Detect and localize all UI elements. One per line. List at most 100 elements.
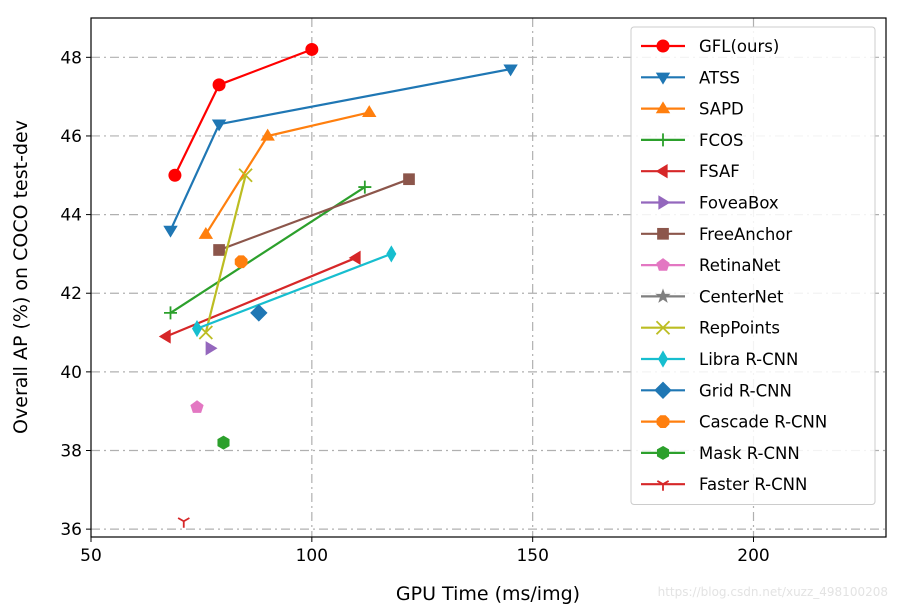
legend-label-retinanet: RetinaNet bbox=[699, 256, 781, 275]
series-line-freeanchor bbox=[218, 178, 410, 252]
y-axis-title: Overall AP (%) on COCO test-dev bbox=[10, 120, 32, 434]
legend-label-centernet: CenterNet bbox=[699, 287, 784, 306]
legend-entry-reppoints: RepPoints bbox=[641, 319, 780, 338]
legend-label-atss: ATSS bbox=[699, 68, 740, 87]
data-point-fsaf bbox=[158, 329, 171, 344]
series-libra-r-cnn bbox=[191, 245, 397, 338]
legend-entry-fcos: FCOS bbox=[641, 131, 743, 150]
series-centernet bbox=[893, 165, 897, 315]
y-tick-label: 48 bbox=[60, 48, 82, 68]
data-point-fcos bbox=[358, 180, 372, 194]
legend-marker-sapd bbox=[655, 101, 671, 114]
series-foveabox bbox=[205, 341, 218, 356]
y-tick-label: 36 bbox=[60, 520, 82, 540]
data-point-cascade-r-cnn bbox=[234, 255, 248, 269]
series-line-reppoints bbox=[204, 175, 247, 333]
legend-marker-grid-r-cnn bbox=[654, 381, 672, 399]
data-point-retinanet bbox=[190, 400, 204, 413]
data-point-fsaf bbox=[348, 250, 361, 266]
series-line-libra-r-cnn bbox=[196, 252, 392, 330]
legend-label-freeanchor: FreeAnchor bbox=[699, 225, 792, 244]
x-axis-title: GPU Time (ms/img) bbox=[396, 583, 580, 605]
x-tick-label: 100 bbox=[296, 546, 328, 566]
series-faster-r-cnn bbox=[177, 517, 190, 528]
legend-entry-libra-r-cnn: Libra R-CNN bbox=[641, 350, 798, 369]
legend-marker-foveabox bbox=[658, 195, 671, 210]
legend-label-fsaf: FSAF bbox=[699, 162, 740, 181]
data-point-atss bbox=[163, 225, 178, 238]
legend-label-cascade-r-cnn: Cascade R-CNN bbox=[699, 413, 827, 432]
legend-marker-reppoints bbox=[655, 320, 671, 335]
legend-label-foveabox: FoveaBox bbox=[699, 194, 779, 213]
data-point-atss bbox=[211, 119, 227, 132]
legend-entry-atss: ATSS bbox=[641, 68, 740, 87]
plot-frame bbox=[90, 17, 887, 538]
legend-marker-freeanchor bbox=[657, 227, 669, 240]
data-point-freeanchor bbox=[403, 173, 415, 186]
data-point-faster-r-cnn bbox=[177, 517, 190, 528]
legend-marker-gfl-ours bbox=[656, 39, 670, 53]
legend-entry-grid-r-cnn: Grid R-CNN bbox=[641, 381, 792, 400]
legend-label-grid-r-cnn: Grid R-CNN bbox=[699, 381, 792, 400]
data-point-gfl-ours bbox=[212, 78, 226, 92]
data-point-sapd bbox=[198, 226, 214, 239]
legend-marker-faster-r-cnn bbox=[656, 480, 670, 491]
legend-marker-cascade-r-cnn bbox=[656, 415, 670, 429]
legend-entry-foveabox: FoveaBox bbox=[641, 194, 779, 213]
legend-label-mask-r-cnn: Mask R-CNN bbox=[699, 444, 800, 463]
legend-entry-mask-r-cnn: Mask R-CNN bbox=[641, 444, 800, 463]
series-mask-r-cnn bbox=[217, 435, 230, 450]
series-grid-r-cnn bbox=[250, 304, 268, 322]
y-tick-label: 44 bbox=[60, 206, 82, 226]
series-sapd bbox=[198, 105, 377, 239]
data-point-fcos bbox=[164, 306, 177, 320]
legend-label-sapd: SAPD bbox=[699, 100, 744, 119]
legend-entry-retinanet: RetinaNet bbox=[641, 256, 781, 275]
data-point-freeanchor bbox=[213, 244, 225, 256]
legend-marker-mask-r-cnn bbox=[656, 445, 670, 460]
legend-label-fcos: FCOS bbox=[699, 131, 743, 150]
legend-marker-fsaf bbox=[655, 163, 668, 179]
legend-entry-freeanchor: FreeAnchor bbox=[641, 225, 792, 244]
series-reppoints bbox=[198, 168, 253, 340]
legend-marker-atss bbox=[655, 72, 671, 85]
legend-label-gfl-ours: GFL(ours) bbox=[699, 37, 779, 56]
series-cascade-r-cnn bbox=[234, 255, 248, 269]
legend-marker-centernet bbox=[655, 288, 671, 303]
x-tick-label: 150 bbox=[516, 546, 548, 566]
data-point-grid-r-cnn bbox=[250, 304, 268, 322]
legend-frame bbox=[630, 26, 876, 505]
y-tick-label: 46 bbox=[60, 127, 82, 147]
legend-entry-centernet: CenterNet bbox=[641, 287, 784, 306]
data-point-libra-r-cnn bbox=[191, 320, 203, 338]
watermark: https://blog.csdn.net/xuzz_498100208 bbox=[658, 585, 888, 599]
legend-entry-faster-r-cnn: Faster R-CNN bbox=[641, 475, 807, 494]
legend-entry-cascade-r-cnn: Cascade R-CNN bbox=[641, 413, 827, 432]
legend-entry-gfl-ours: GFL(ours) bbox=[641, 37, 779, 56]
legend-label-reppoints: RepPoints bbox=[699, 319, 780, 338]
data-point-reppoints bbox=[238, 168, 253, 183]
x-tick-label: 200 bbox=[737, 546, 769, 566]
axis-ticks: 50 100 150 200 36 38 40 42 44 46 48 bbox=[60, 48, 769, 566]
y-tick-label: 40 bbox=[60, 363, 82, 383]
series-atss bbox=[163, 64, 518, 238]
data-point-sapd bbox=[362, 105, 377, 117]
y-tick-label: 38 bbox=[60, 442, 82, 462]
data-point-sapd bbox=[260, 128, 275, 141]
series-freeanchor bbox=[213, 173, 415, 256]
series-layer bbox=[158, 42, 897, 528]
series-retinanet bbox=[190, 400, 204, 413]
data-point-centernet bbox=[893, 302, 897, 314]
legend-marker-fcos bbox=[656, 133, 670, 147]
legend-marker-retinanet bbox=[656, 258, 670, 271]
series-gfl-ours bbox=[168, 42, 319, 182]
x-tick-label: 50 bbox=[80, 546, 102, 566]
data-point-mask-r-cnn bbox=[217, 435, 230, 450]
data-point-gfl-ours bbox=[305, 42, 319, 56]
legend-marker-libra-r-cnn bbox=[657, 350, 669, 368]
legend-label-faster-r-cnn: Faster R-CNN bbox=[699, 475, 807, 494]
legend-entry-fsaf: FSAF bbox=[641, 162, 740, 181]
data-point-atss bbox=[503, 64, 518, 77]
